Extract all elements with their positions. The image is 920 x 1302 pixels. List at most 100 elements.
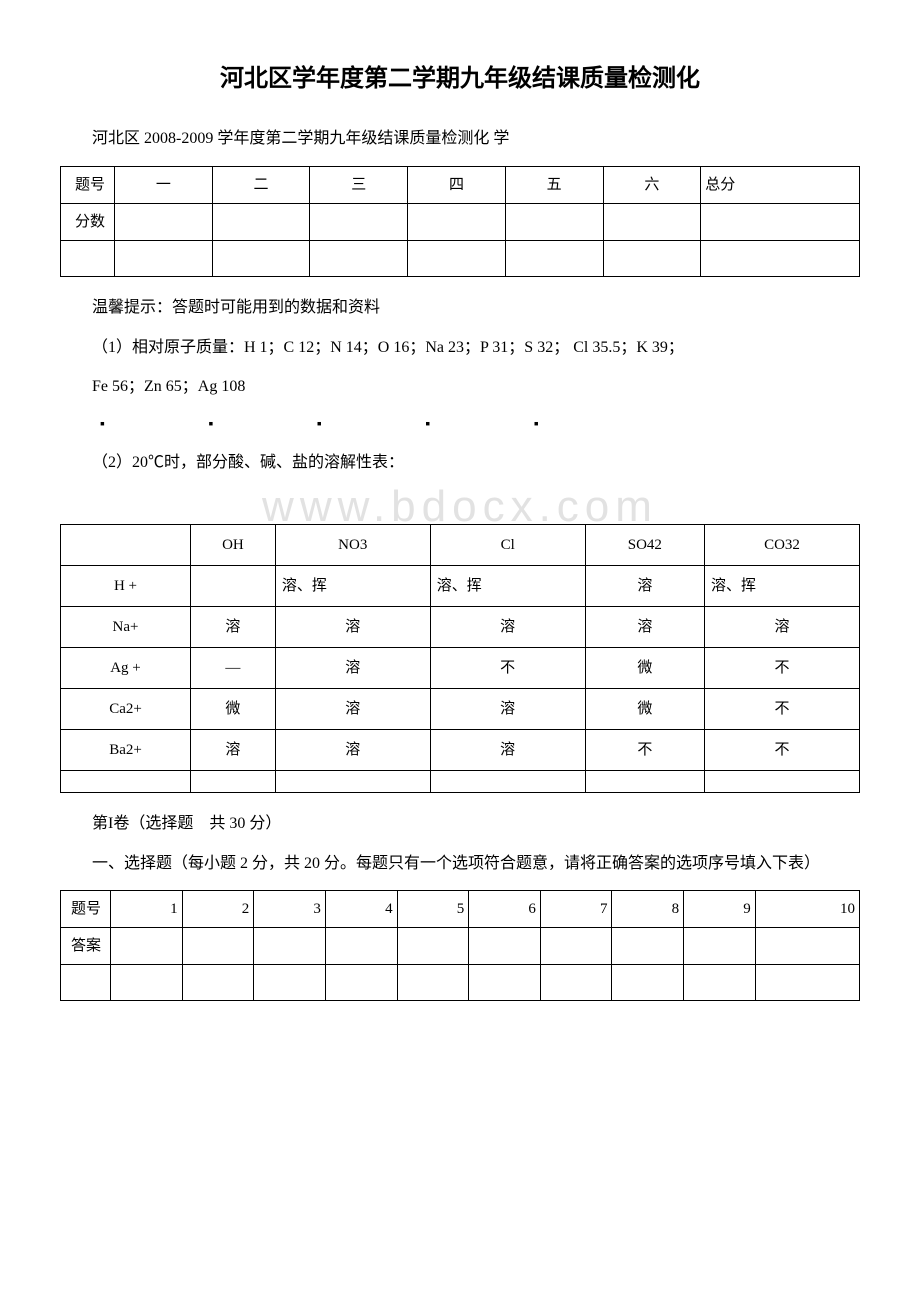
page-title: 河北区学年度第二学期九年级结课质量检测化 xyxy=(60,60,860,98)
empty-cell xyxy=(254,965,326,1001)
empty-cell xyxy=(115,240,213,276)
table-row xyxy=(61,240,860,276)
empty-cell xyxy=(397,965,469,1001)
sol-cell: 微 xyxy=(585,648,704,689)
col-header: NO3 xyxy=(275,525,430,566)
table-row: Ag + — 溶 不 微 不 xyxy=(61,648,860,689)
sol-cell: 不 xyxy=(705,730,860,771)
empty-cell xyxy=(705,771,860,793)
sol-cell xyxy=(191,566,276,607)
empty-cell xyxy=(182,965,254,1001)
table-row: OH NO3 Cl SO42 CO32 xyxy=(61,525,860,566)
score-cell xyxy=(115,203,213,240)
sol-cell: 溶 xyxy=(275,648,430,689)
col-header: 六 xyxy=(603,166,701,203)
empty-cell xyxy=(540,965,612,1001)
row-header: Na+ xyxy=(61,607,191,648)
table-row: Ca2+ 微 溶 溶 微 不 xyxy=(61,689,860,730)
q-number: 9 xyxy=(684,891,756,928)
sol-cell: — xyxy=(191,648,276,689)
sol-cell: 溶 xyxy=(430,730,585,771)
empty-cell xyxy=(275,771,430,793)
sol-cell: 溶、挥 xyxy=(430,566,585,607)
table-row: 分数 xyxy=(61,203,860,240)
empty-cell xyxy=(111,965,183,1001)
answer-cell xyxy=(540,928,612,965)
row-header: Ca2+ xyxy=(61,689,191,730)
score-cell xyxy=(212,203,310,240)
sol-cell: 溶、挥 xyxy=(705,566,860,607)
score-cell xyxy=(408,203,506,240)
table-row: 题号 一 二 三 四 五 六 总分 xyxy=(61,166,860,203)
sol-cell: 溶 xyxy=(430,689,585,730)
empty-cell xyxy=(191,771,276,793)
mcq-intro: 一、选择题（每小题 2 分，共 20 分。每题只有一个选项符合题意，请将正确答案… xyxy=(60,851,860,877)
score-cell xyxy=(505,203,603,240)
empty-cell xyxy=(61,240,115,276)
col-header: 四 xyxy=(408,166,506,203)
empty-cell xyxy=(430,771,585,793)
empty-cell xyxy=(684,965,756,1001)
col-header: 一 xyxy=(115,166,213,203)
tip-line: 温馨提示：答题时可能用到的数据和资料 xyxy=(60,295,860,321)
row-label: 题号 xyxy=(61,166,115,203)
score-table: 题号 一 二 三 四 五 六 总分 分数 xyxy=(60,166,860,277)
sol-cell: 不 xyxy=(430,648,585,689)
atomic-mass-2: Fe 56；Zn 65；Ag 108 xyxy=(60,374,860,400)
row-header: H + xyxy=(61,566,191,607)
score-cell xyxy=(310,203,408,240)
q-number: 4 xyxy=(325,891,397,928)
q-number: 7 xyxy=(540,891,612,928)
sol-cell: 溶 xyxy=(430,607,585,648)
row-header: Ag + xyxy=(61,648,191,689)
col-header: Cl xyxy=(430,525,585,566)
score-cell xyxy=(603,203,701,240)
empty-cell xyxy=(325,965,397,1001)
sol-cell: 溶 xyxy=(705,607,860,648)
table-row: 题号 1 2 3 4 5 6 7 8 9 10 xyxy=(61,891,860,928)
sol-cell: 溶 xyxy=(275,689,430,730)
sol-cell: 溶 xyxy=(275,730,430,771)
col-header xyxy=(61,525,191,566)
table-row: H + 溶、挥 溶、挥 溶 溶、挥 xyxy=(61,566,860,607)
q-number: 8 xyxy=(612,891,684,928)
col-header: 三 xyxy=(310,166,408,203)
sol-cell: 微 xyxy=(585,689,704,730)
q-number: 5 xyxy=(397,891,469,928)
table-row xyxy=(61,965,860,1001)
col-header: 二 xyxy=(212,166,310,203)
col-header: OH xyxy=(191,525,276,566)
sol-cell: 溶 xyxy=(191,607,276,648)
row-header: Ba2+ xyxy=(61,730,191,771)
row-label: 答案 xyxy=(61,928,111,965)
col-header: SO42 xyxy=(585,525,704,566)
decorative-dots: ▪ ▪ ▪ ▪ ▪ xyxy=(100,414,860,436)
sol-cell: 微 xyxy=(191,689,276,730)
empty-cell xyxy=(469,965,541,1001)
sol-cell: 不 xyxy=(705,648,860,689)
sol-cell: 溶 xyxy=(275,607,430,648)
empty-cell xyxy=(755,965,859,1001)
answer-cell xyxy=(111,928,183,965)
answer-table: 题号 1 2 3 4 5 6 7 8 9 10 答案 xyxy=(60,890,860,1001)
solubility-table: OH NO3 Cl SO42 CO32 H + 溶、挥 溶、挥 溶 溶、挥 Na… xyxy=(60,524,860,793)
row-label: 题号 xyxy=(61,891,111,928)
col-header: 五 xyxy=(505,166,603,203)
sol-cell: 溶 xyxy=(585,566,704,607)
answer-cell xyxy=(254,928,326,965)
table-row: 答案 xyxy=(61,928,860,965)
q-number: 10 xyxy=(755,891,859,928)
sol-cell: 溶 xyxy=(585,607,704,648)
empty-cell xyxy=(408,240,506,276)
sol-cell: 溶 xyxy=(191,730,276,771)
q-number: 1 xyxy=(111,891,183,928)
empty-cell xyxy=(212,240,310,276)
answer-cell xyxy=(755,928,859,965)
answer-cell xyxy=(469,928,541,965)
answer-cell xyxy=(325,928,397,965)
empty-cell xyxy=(701,240,860,276)
sol-cell: 不 xyxy=(705,689,860,730)
q-number: 6 xyxy=(469,891,541,928)
answer-cell xyxy=(612,928,684,965)
table-row xyxy=(61,771,860,793)
